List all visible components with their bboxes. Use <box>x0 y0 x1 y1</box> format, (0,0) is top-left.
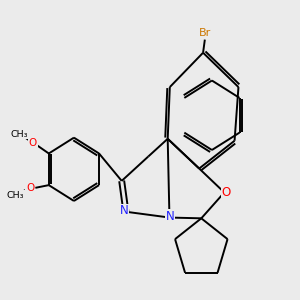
Text: CH₃: CH₃ <box>7 191 24 200</box>
Text: Br: Br <box>199 28 211 38</box>
Text: CH₃: CH₃ <box>11 130 28 139</box>
Text: N: N <box>166 210 175 223</box>
Text: O: O <box>222 186 231 199</box>
Text: O: O <box>29 138 37 148</box>
Text: N: N <box>120 205 128 218</box>
Text: O: O <box>26 183 34 193</box>
